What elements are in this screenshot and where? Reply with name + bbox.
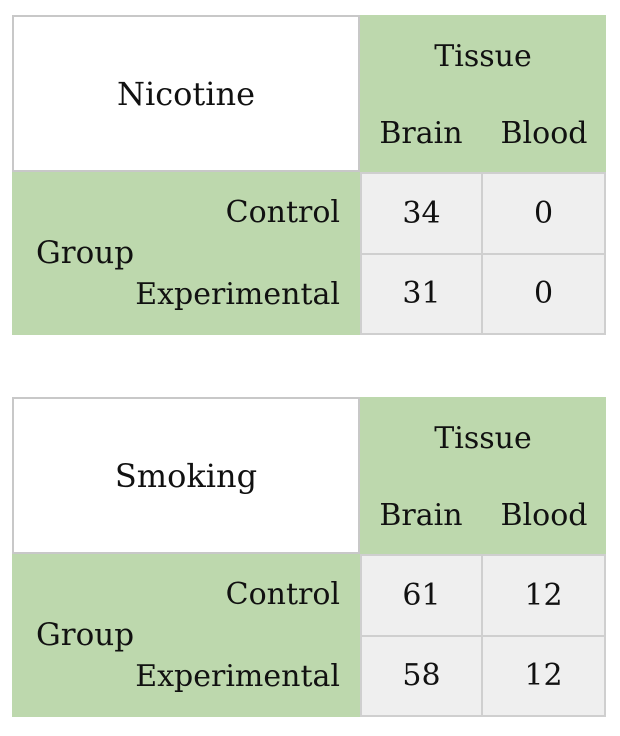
row-header-experimental: Experimental [135, 658, 340, 694]
row-group-header: Group [36, 235, 135, 271]
value-experimental-blood: 0 [481, 253, 606, 335]
table-title: Nicotine [116, 74, 256, 113]
row-group-header: Group [36, 617, 135, 653]
value-control-blood: 12 [481, 554, 606, 637]
column-header-blood: Blood [482, 477, 606, 554]
value-control-brain: 61 [360, 554, 483, 637]
column-header-brain: Brain [360, 477, 482, 554]
table-title-cell: Smoking [12, 397, 360, 554]
column-header-blood: Blood [482, 95, 606, 172]
value-experimental-brain: 58 [360, 635, 483, 717]
row-header-control: Control [225, 195, 340, 230]
column-group-header: Tissue [360, 15, 606, 95]
row-header-block [12, 554, 360, 717]
value-experimental-blood: 12 [481, 635, 606, 717]
value-control-brain: 34 [360, 172, 483, 255]
column-header-brain: Brain [360, 95, 482, 172]
value-control-blood: 0 [481, 172, 606, 255]
row-header-experimental: Experimental [135, 276, 340, 312]
row-header-block [12, 172, 360, 335]
column-group-header: Tissue [360, 397, 606, 477]
table-title: Smoking [114, 456, 258, 495]
smoking-table: Smoking Tissue Brain Blood Group Control… [12, 397, 606, 717]
row-header-control: Control [225, 577, 340, 612]
table-title-cell: Nicotine [12, 15, 360, 172]
nicotine-table: Nicotine Tissue Brain Blood Group Contro… [12, 15, 606, 335]
value-experimental-brain: 31 [360, 253, 483, 335]
